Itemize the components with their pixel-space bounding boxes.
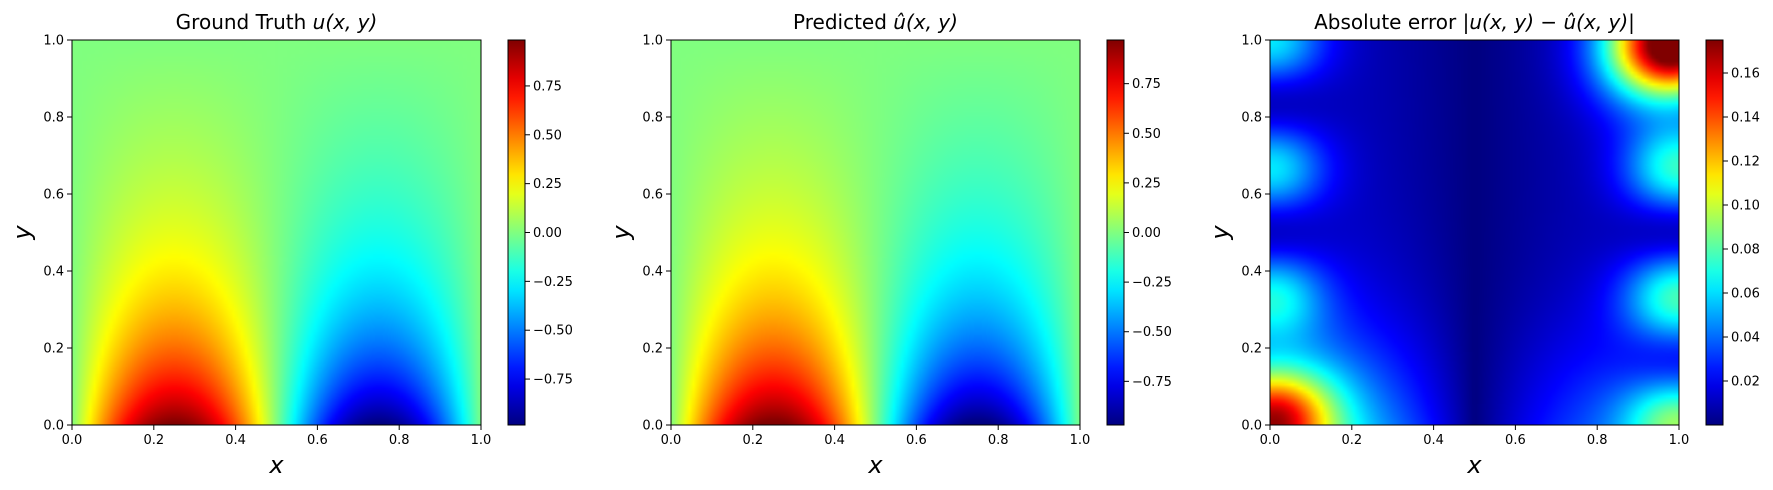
x-tick-label: 1.0: [471, 433, 492, 448]
y-axis-label: y: [607, 225, 635, 241]
heatmap-panel-3: Absolute error |u(x, y) − û(x, y)| 0.0 0.2…: [1206, 10, 1760, 479]
colorbar-tick-label: −0.50: [533, 324, 573, 339]
chart-title: Ground Truth u(x, y): [176, 10, 378, 34]
x-tick-label: 0.0: [1260, 433, 1281, 448]
y-tick-label: 1.0: [1241, 34, 1262, 49]
colorbar-tick-label: −0.50: [1132, 325, 1172, 340]
title-text: Predicted: [793, 10, 893, 34]
y-tick-label: 0.8: [1241, 111, 1262, 126]
heatmap-image: [1270, 40, 1679, 425]
heatmap-panel-1: Ground Truth u(x, y) 0.0 0.2 0.4 0.6 0.8 1.0 0.…: [8, 10, 573, 479]
y-tick-label: 0.6: [43, 188, 64, 203]
colorbar-gradient: [1106, 39, 1125, 426]
colorbar: 0.75 0.50 0.25 0.00 −0.25 −0.50 −0.75: [507, 39, 573, 426]
colorbar-tick-label: −0.75: [1132, 375, 1172, 390]
x-tick-label: 0.2: [143, 433, 164, 448]
y-tick-label: 0.0: [642, 419, 663, 434]
y-tick-label: 0.2: [43, 342, 64, 357]
colorbar-gradient: [1705, 39, 1724, 426]
colorbar-tick-label: 0.25: [533, 177, 562, 192]
colorbar-tick-label: 0.00: [1132, 226, 1161, 241]
y-axis-label: y: [1206, 225, 1234, 241]
x-tick-label: 0.0: [661, 433, 682, 448]
y-tick-label: 0.2: [1241, 342, 1262, 357]
y-tick-label: 0.6: [1241, 188, 1262, 203]
heatmap-panel-2: Predicted û(x, y) 0.0 0.2 0.4 0.6 0.8 1.0 0.0 0.…: [607, 10, 1172, 479]
colorbar: 0.16 0.14 0.12 0.10 0.08 0.06 0.04 0.02: [1705, 39, 1760, 426]
colorbar-tick-label: 0.14: [1731, 111, 1760, 126]
y-axis-label: y: [8, 225, 36, 241]
x-tick-label: 0.8: [389, 433, 410, 448]
x-tick-label: 0.6: [906, 433, 927, 448]
colorbar-tick-label: 0.00: [533, 226, 562, 241]
y-tick-label: 0.4: [1241, 265, 1262, 280]
colorbar-tick-label: 0.75: [533, 79, 562, 94]
x-tick-label: 0.0: [62, 433, 83, 448]
colorbar-tick-label: −0.25: [533, 275, 573, 290]
colorbar-tick-label: 0.50: [533, 128, 562, 143]
x-tick-label: 0.6: [1505, 433, 1526, 448]
x-tick-label: 0.4: [225, 433, 246, 448]
colorbar-tick-label: 0.12: [1731, 155, 1760, 170]
colorbar-tick-label: 0.10: [1731, 199, 1760, 214]
colorbar: 0.75 0.50 0.25 0.00 −0.25 −0.50 −0.75: [1106, 39, 1172, 426]
x-tick-label: 0.2: [1341, 433, 1362, 448]
title-math: u(x, y): [313, 10, 378, 34]
title-math: |u(x, y) − û(x, y)|: [1463, 10, 1635, 34]
plot-frame: [71, 39, 482, 426]
y-tick-label: 0.4: [642, 265, 663, 280]
y-tick-label: 0.6: [642, 188, 663, 203]
chart-title: Absolute error |u(x, y) − û(x, y)|: [1314, 10, 1635, 34]
plot-frame: [1269, 39, 1680, 426]
colorbar-tick-label: 0.02: [1731, 375, 1760, 390]
x-tick-label: 0.8: [1587, 433, 1608, 448]
title-math: û(x, y): [893, 10, 958, 34]
heatmap-image: [671, 40, 1080, 425]
y-tick-label: 0.2: [642, 342, 663, 357]
colorbar-gradient: [507, 39, 526, 426]
colorbar-tick-label: 0.08: [1731, 243, 1760, 258]
colorbar-tick-label: 0.16: [1731, 67, 1760, 82]
x-tick-label: 1.0: [1070, 433, 1091, 448]
x-tick-label: 0.8: [988, 433, 1009, 448]
colorbar-tick-label: 0.25: [1132, 176, 1161, 191]
y-tick-label: 0.4: [43, 265, 64, 280]
y-tick-label: 1.0: [43, 34, 64, 49]
x-axis-label: x: [867, 451, 883, 479]
title-text: Absolute error: [1314, 10, 1463, 34]
colorbar-tick-label: 0.75: [1132, 77, 1161, 92]
x-tick-label: 0.4: [1423, 433, 1444, 448]
x-axis-label: x: [268, 451, 284, 479]
x-tick-label: 0.6: [307, 433, 328, 448]
y-tick-label: 0.0: [1241, 419, 1262, 434]
colorbar-tick-label: 0.04: [1731, 331, 1760, 346]
x-tick-label: 0.2: [742, 433, 763, 448]
y-tick-label: 0.8: [642, 111, 663, 126]
colorbar-tick-label: −0.25: [1132, 276, 1172, 291]
y-tick-label: 0.0: [43, 419, 64, 434]
x-tick-label: 0.4: [824, 433, 845, 448]
heatmap-image: [72, 40, 481, 425]
colorbar-tick-label: −0.75: [533, 373, 573, 388]
y-tick-label: 0.8: [43, 111, 64, 126]
colorbar-tick-label: 0.06: [1731, 287, 1760, 302]
x-axis-label: x: [1466, 451, 1482, 479]
plot-frame: [670, 39, 1081, 426]
colorbar-tick-label: 0.50: [1132, 127, 1161, 142]
title-text: Ground Truth: [176, 10, 313, 34]
y-tick-label: 1.0: [642, 34, 663, 49]
chart-title: Predicted û(x, y): [793, 10, 958, 34]
x-tick-label: 1.0: [1669, 433, 1690, 448]
